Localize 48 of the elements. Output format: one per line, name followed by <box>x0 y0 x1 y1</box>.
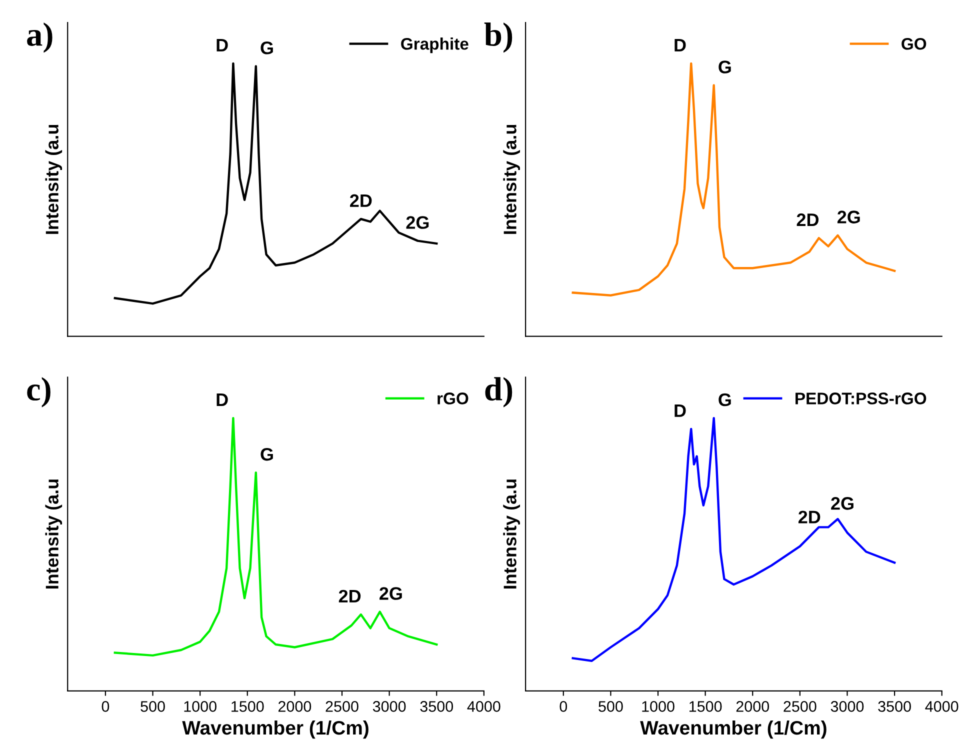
annotation: D <box>674 38 686 52</box>
x-tick-label: 0 <box>102 701 110 712</box>
x-tick-label: 4000 <box>467 701 500 712</box>
chart-title: c) <box>27 377 50 408</box>
x-tick-label: 2000 <box>278 701 312 712</box>
x-tick-label: 3000 <box>830 701 864 712</box>
annotation: G <box>260 42 273 54</box>
annotation: 2D <box>796 213 819 226</box>
annotation: G <box>718 60 731 74</box>
annotation: 2D <box>350 194 372 207</box>
x-tick-label: 4000 <box>925 701 958 712</box>
legend-label: GO <box>902 38 926 50</box>
y-axis-title: Intensity (a.u <box>45 124 62 234</box>
chart-title: b) <box>484 22 512 53</box>
annotation: G <box>260 448 273 461</box>
chart-title: a) <box>27 22 52 53</box>
chart-title: d) <box>485 377 512 408</box>
x-tick-label: 3000 <box>372 701 406 712</box>
annotation: D <box>216 394 228 406</box>
y-axis-title: Intensity (a.u <box>503 124 520 234</box>
x-tick-label: 0 <box>560 701 568 712</box>
y-axis-title: Intensity (a.u <box>503 480 520 588</box>
legend-label: rGO <box>438 392 468 404</box>
y-axis-title: Intensity (a.u <box>45 480 62 588</box>
x-tick-label: 3500 <box>420 701 454 712</box>
annotation: 2D <box>798 510 820 524</box>
x-tick-label: 500 <box>140 701 165 712</box>
x-tick-label: 1500 <box>232 701 264 712</box>
legend-label: Graphite <box>401 38 468 54</box>
annotation: 2G <box>831 497 854 510</box>
x-tick-label: 2000 <box>736 701 770 712</box>
x-tick-label: 1000 <box>184 701 216 712</box>
annotation: 2G <box>406 216 429 229</box>
x-tick-label: 3500 <box>878 701 911 712</box>
x-tick-label: 2500 <box>784 701 816 712</box>
annotation: 2G <box>837 210 860 224</box>
x-tick-label: 2500 <box>326 701 358 712</box>
annotation: D <box>674 404 686 417</box>
x-tick-label: 1000 <box>642 701 674 712</box>
annotation: 2G <box>380 587 402 600</box>
legend-label: PEDOT:PSS-rGO <box>796 392 926 404</box>
annotation: D <box>216 38 228 52</box>
x-axis-title: Wavenumber (1/Cm) <box>182 720 368 739</box>
x-axis-title: Wavenumber (1/Cm) <box>640 720 826 739</box>
x-tick-label: 1500 <box>689 701 722 712</box>
annotation: G <box>718 393 731 406</box>
x-tick-label: 500 <box>598 701 623 712</box>
annotation: 2D <box>338 590 361 602</box>
